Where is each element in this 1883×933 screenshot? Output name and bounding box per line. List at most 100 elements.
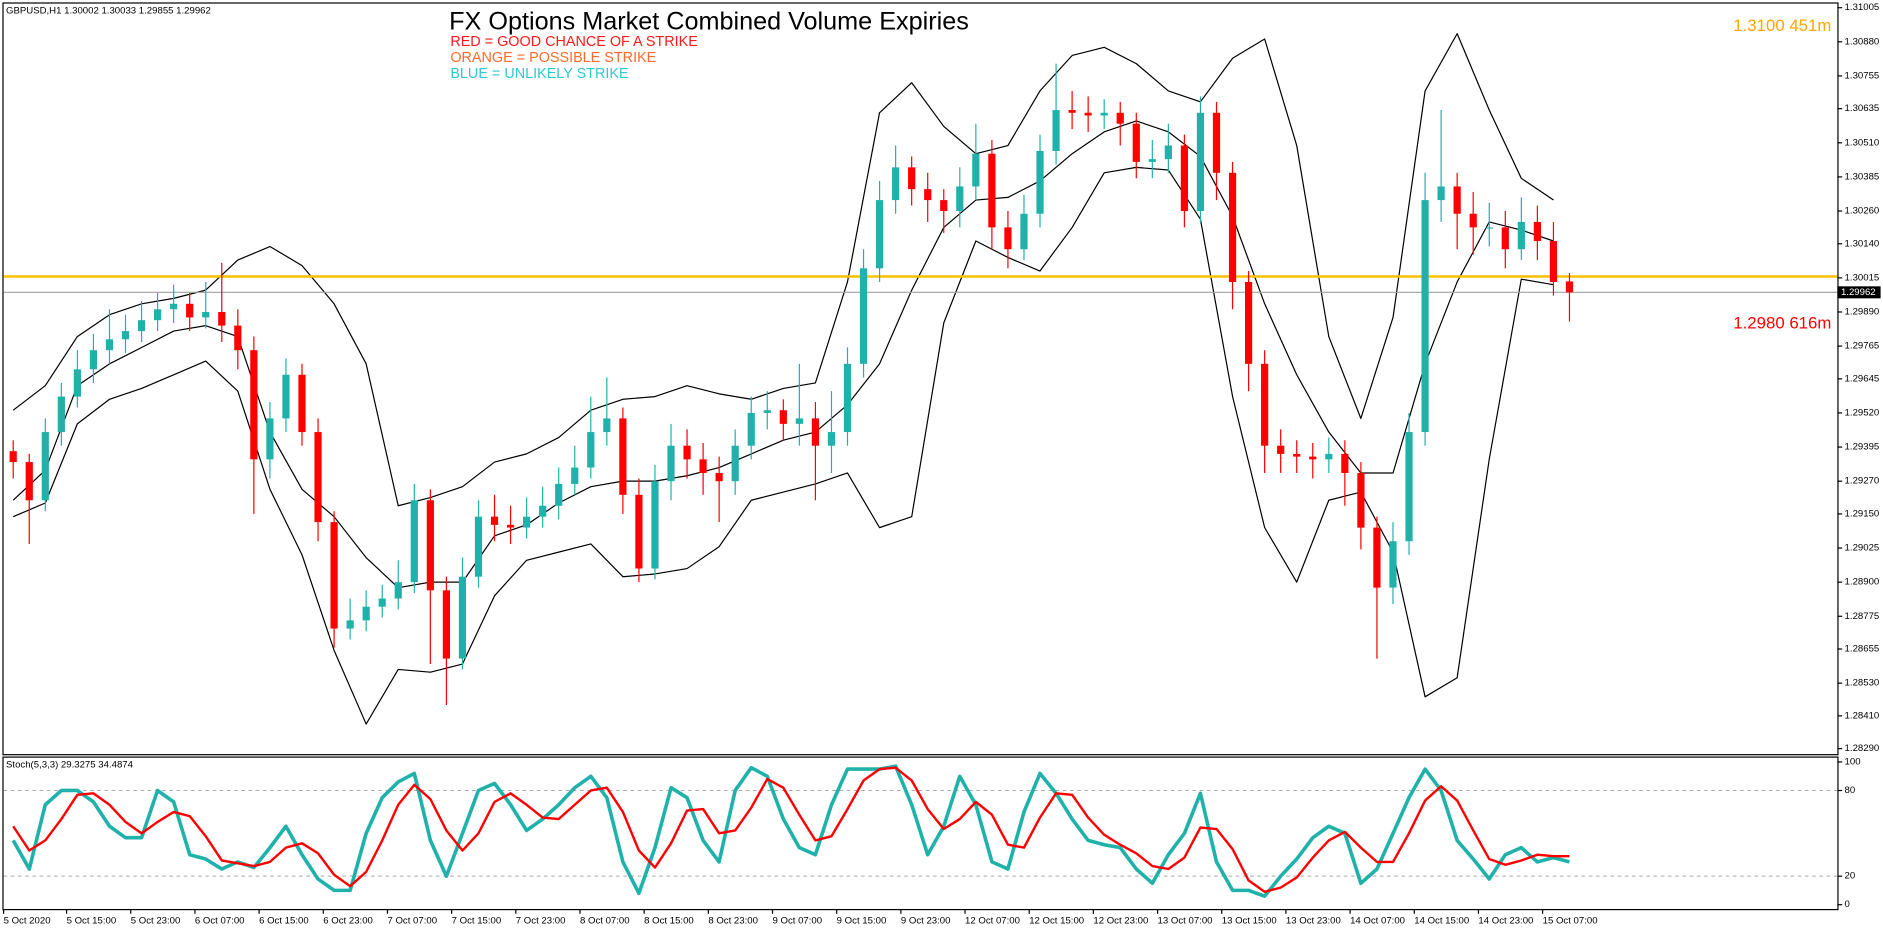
candle-body [1341,453,1349,473]
stoch-line [12,766,1570,894]
candle-body [1244,281,1253,364]
candle-body [89,350,98,370]
x-tick-label: 8 Oct 23:00 [708,916,758,927]
strike-note: RED = GOOD CHANCE OF A STRIKE [450,34,698,50]
candle-body [539,505,547,517]
candle-body [1469,213,1477,228]
indicator-panel [2,756,1839,911]
x-tick-label: 9 Oct 15:00 [837,916,887,927]
x-tick-label: 12 Oct 15:00 [1029,916,1084,927]
x-tick-label: 5 Oct 23:00 [131,916,181,927]
candle-body [811,418,820,446]
y-tick-label: 1.30755 [1845,70,1880,81]
bollinger-upper [12,33,1554,507]
candle-body [667,445,675,482]
indicator-tick-label: 0 [1845,899,1850,910]
candle-body [892,167,900,201]
current-price-box [1837,286,1881,299]
y-tick-label: 1.29270 [1845,476,1880,487]
x-tick-label: 7 Oct 15:00 [452,916,502,927]
candle-body [619,418,627,495]
y-tick-label: 1.29520 [1845,407,1880,418]
y-tick-label: 1.29645 [1845,373,1880,384]
candle-body [1116,112,1124,124]
candle-body [908,167,916,190]
y-tick-label: 1.29890 [1845,307,1880,318]
x-tick-label: 8 Oct 07:00 [580,916,630,927]
candle-body [1020,213,1028,250]
candle-body [843,363,852,433]
indicator-tick-label: 100 [1845,757,1861,768]
x-tick-label: 13 Oct 23:00 [1286,916,1341,927]
candle-body [1357,472,1365,528]
y-tick-label: 1.29150 [1845,508,1880,519]
candle-body [1100,112,1108,116]
indicator-label: Stoch(5,3,3) 29.3275 34.4874 [6,759,134,770]
symbol-header: GBPUSD,H1 1.30002 1.30033 1.29855 1.2996… [6,5,211,16]
y-tick-label: 1.30015 [1845,272,1880,283]
x-tick-label: 13 Oct 15:00 [1222,916,1277,927]
y-tick-label: 1.28775 [1845,611,1880,622]
candle-body [747,412,755,446]
candle-body [346,620,354,629]
y-tick-label: 1.30635 [1845,103,1880,114]
candle-body [170,303,178,310]
candle-body [1517,221,1525,250]
candle-body [940,200,948,212]
x-tick-label: 6 Oct 23:00 [323,916,373,927]
x-tick-label: 12 Oct 07:00 [965,916,1020,927]
candle-body [1228,172,1237,282]
candle-body [266,418,274,460]
candle-body [378,598,386,607]
x-tick-label: 12 Oct 23:00 [1093,916,1148,927]
candle-body [1212,112,1221,173]
candle-body [1437,186,1445,201]
x-tick-label: 5 Oct 15:00 [67,916,117,927]
candle-body [1389,541,1397,588]
candle-body [1325,453,1333,460]
x-tick-label: 5 Oct 2020 [4,916,51,927]
candle-body [699,459,707,473]
x-tick-label: 14 Oct 15:00 [1414,916,1469,927]
candle-body [779,410,787,424]
candle-body [763,410,771,413]
y-tick-label: 1.28530 [1845,678,1880,689]
y-tick-label: 1.30880 [1845,36,1880,47]
y-tick-label: 1.30260 [1845,206,1880,217]
candle-body [1084,112,1092,116]
candle-body [426,500,434,591]
stoch-line [11,764,1570,898]
candle-body [1164,145,1172,160]
candle-body [298,374,306,433]
candle-body [202,311,210,318]
x-tick-label: 15 Oct 07:00 [1543,916,1598,927]
candle-body [875,200,884,269]
x-tick-label: 13 Oct 07:00 [1158,916,1213,927]
y-tick-label: 1.29765 [1845,341,1880,352]
candle-body [1277,445,1285,454]
y-tick-label: 1.28290 [1845,743,1880,754]
x-tick-label: 9 Oct 23:00 [901,916,951,927]
candle-body [651,481,659,569]
candle-body [105,339,114,351]
candle-body [988,153,996,228]
x-tick-label: 6 Oct 07:00 [195,916,245,927]
x-tick-label: 14 Oct 07:00 [1350,916,1405,927]
candle-body [41,432,49,501]
candle-body [924,189,932,201]
candle-body [1196,112,1205,212]
y-tick-label: 1.30510 [1845,137,1880,148]
candle-body [523,516,531,528]
candle-body [314,432,322,523]
strike-annotation: 1.3100 451m [1733,16,1831,35]
candle-body [1421,200,1429,433]
candle-body [137,320,146,332]
y-tick-label: 1.29395 [1845,442,1880,453]
candle-body [218,311,226,326]
candle-body [956,186,964,212]
candle-body [1036,150,1044,214]
y-tick-label: 1.30140 [1845,238,1880,249]
